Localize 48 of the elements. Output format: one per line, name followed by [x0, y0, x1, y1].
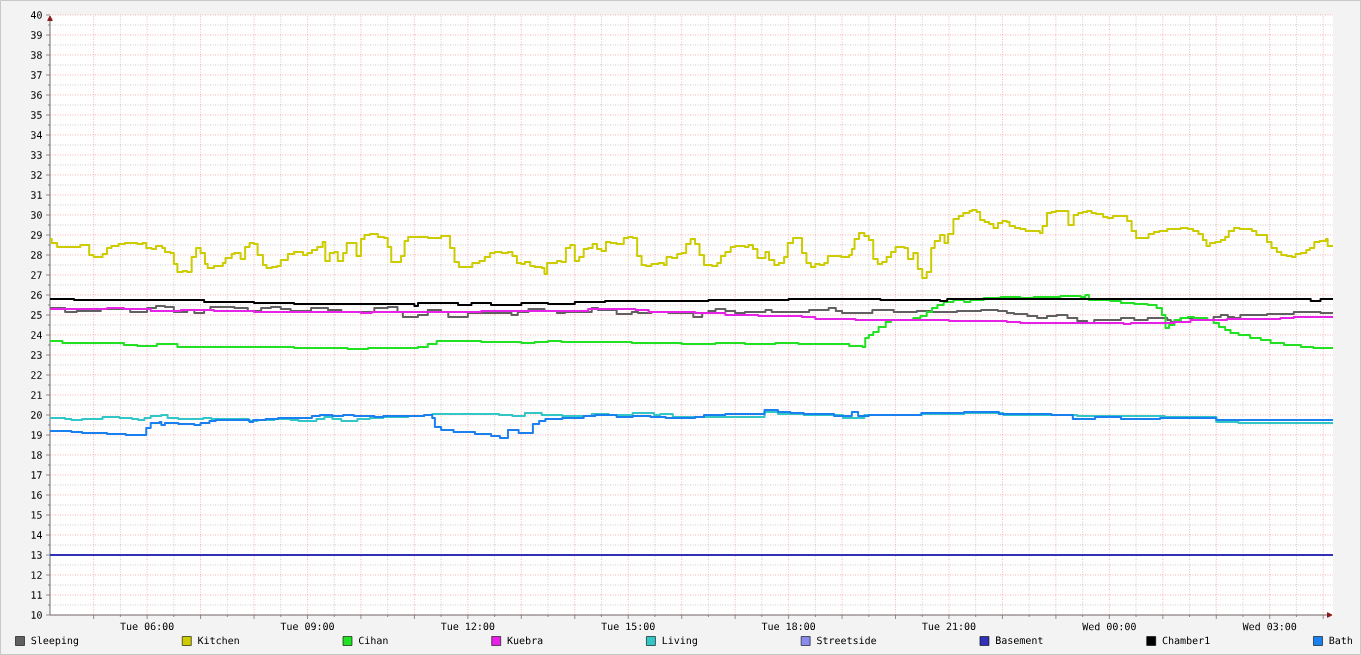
legend-label: Kuebra: [507, 636, 543, 645]
y-tick-label: 12: [31, 571, 42, 579]
x-tick-label: Tue 15:00: [601, 622, 655, 631]
legend-label: Sleeping: [31, 636, 79, 647]
y-tick-label: 34: [31, 131, 42, 139]
y-tick-label: 33: [31, 151, 42, 159]
legend-label: Kitchen: [198, 636, 239, 645]
y-tick-label: 14: [31, 531, 42, 539]
y-tick-label: 29: [31, 231, 42, 239]
y-tick-label: 35: [31, 111, 42, 119]
y-tick-label: 27: [31, 271, 42, 279]
legend-label: Streetside: [817, 636, 877, 645]
y-tick-label: 37: [31, 71, 42, 79]
x-tick-label: Tue 09:00: [280, 622, 334, 631]
y-tick-label: 30: [31, 211, 42, 219]
y-tick-label: 36: [31, 91, 42, 99]
y-tick-label: 28: [31, 251, 42, 259]
x-tick-label: Tue 06:00: [120, 622, 174, 631]
x-tick-label: Tue 21:00: [922, 622, 976, 631]
y-tick-label: 31: [31, 191, 42, 199]
y-tick-label: 16: [31, 491, 42, 499]
legend-label: Living: [662, 636, 697, 647]
y-tick-label: 40: [30, 11, 42, 19]
y-tick-label: 13: [31, 551, 42, 559]
y-tick-label: 25: [31, 311, 42, 319]
y-tick-label: 24: [31, 331, 42, 339]
y-tick-label: 15: [31, 511, 42, 519]
y-tick-label: 20: [31, 411, 42, 419]
y-tick-label: 38: [31, 51, 42, 59]
x-tick-label: Wed 03:00: [1242, 622, 1297, 631]
x-tick-label: Tue 12:00: [441, 622, 495, 631]
legend-label: Chamber1: [1162, 636, 1210, 645]
y-tick-label: 10: [31, 611, 42, 619]
legend-label: Bath: [1329, 636, 1352, 645]
y-tick-label: 21: [31, 391, 42, 399]
y-tick-label: 18: [31, 451, 42, 459]
y-tick-label: 19: [31, 431, 42, 439]
legend-label: Basement: [996, 636, 1043, 645]
y-tick-label: 17: [31, 471, 42, 479]
x-tick-label: Wed 00:00: [1082, 622, 1136, 631]
y-tick-label: 39: [31, 31, 42, 39]
y-tick-label: 32: [31, 171, 42, 179]
y-tick-label: 23: [31, 351, 42, 359]
y-tick-label: 22: [31, 371, 42, 379]
legend-label: Cihan: [358, 636, 388, 645]
x-tick-label: Tue 18:00: [761, 622, 816, 631]
y-tick-label: 26: [31, 291, 42, 299]
y-tick-label: 11: [31, 591, 42, 599]
